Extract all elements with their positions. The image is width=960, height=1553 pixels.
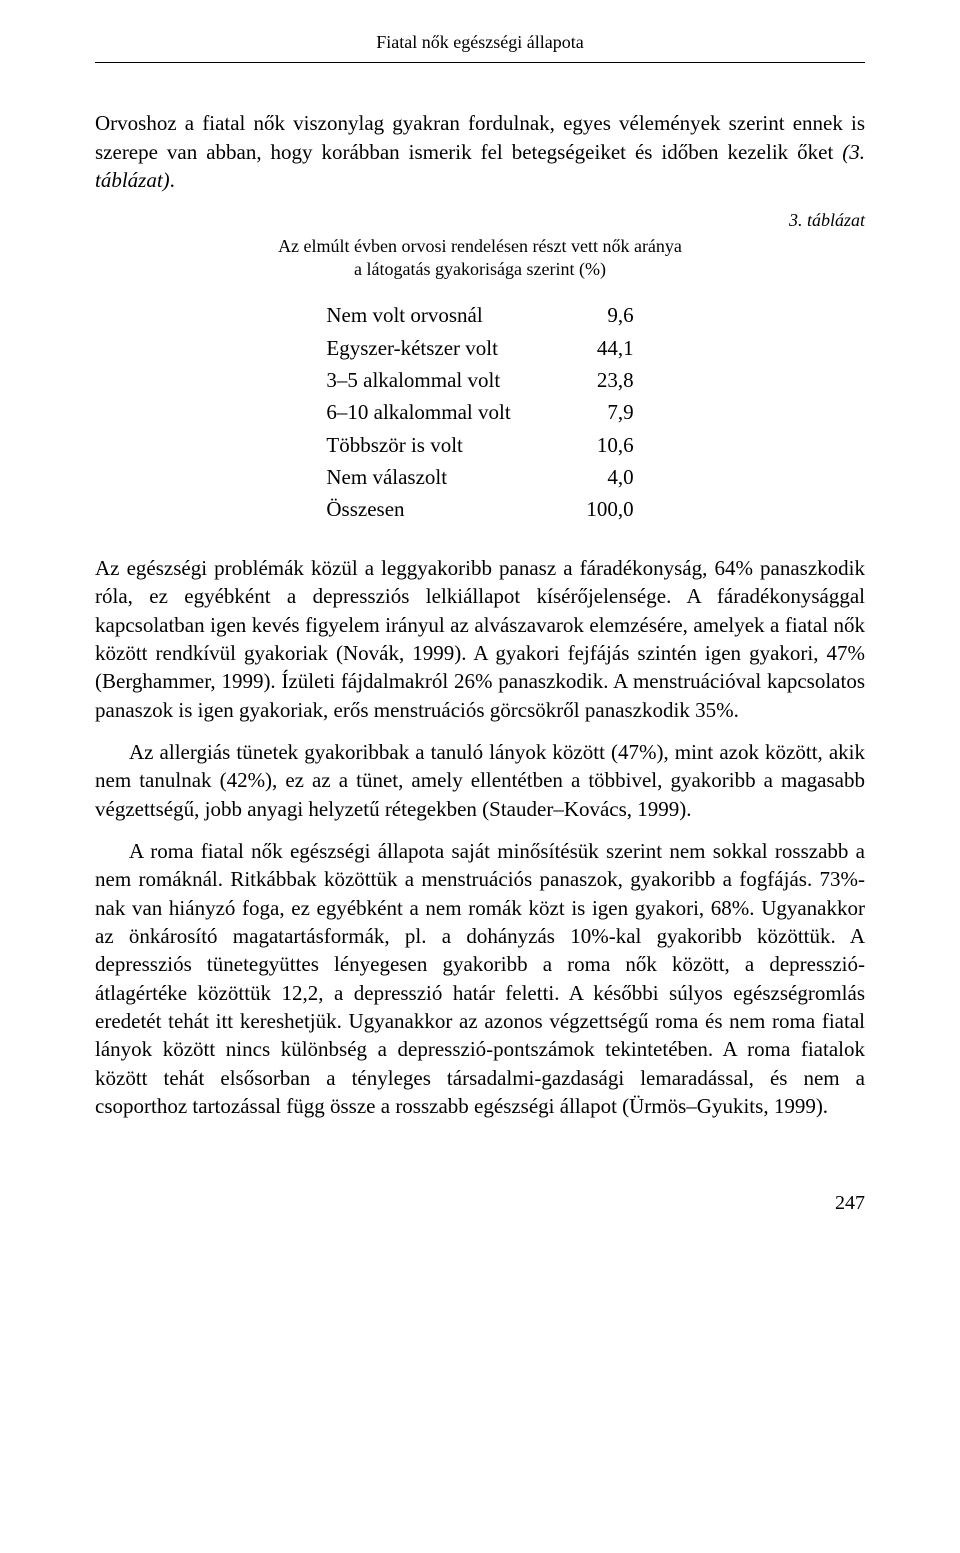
table-row: 3–5 alkalommal volt 23,8 [314, 364, 645, 396]
header-rule [95, 62, 865, 63]
cell-label: 3–5 alkalommal volt [314, 364, 574, 396]
table-number-label: 3. táblázat [95, 208, 865, 232]
cell-value: 9,6 [574, 299, 645, 331]
running-header: Fiatal nők egészségi állapota [95, 30, 865, 54]
table-caption: 3. táblázat Az elmúlt évben orvosi rende… [95, 208, 865, 281]
table-row: Többször is volt 10,6 [314, 429, 645, 461]
table-subtitle-line1: Az elmúlt évben orvosi rendelésen részt … [95, 235, 865, 258]
cell-label: Többször is volt [314, 429, 574, 461]
cell-value: 23,8 [574, 364, 645, 396]
table-row: Összesen 100,0 [314, 493, 645, 525]
cell-label: Nem válaszolt [314, 461, 574, 493]
cell-value: 44,1 [574, 332, 645, 364]
cell-value: 10,6 [574, 429, 645, 461]
page-number: 247 [95, 1190, 865, 1217]
doctor-visits-table: Nem volt orvosnál 9,6 Egyszer-kétszer vo… [314, 299, 645, 525]
cell-value: 100,0 [574, 493, 645, 525]
intro-paragraph: Orvoshoz a fiatal nők viszonylag gyakran… [95, 109, 865, 194]
table-subtitle-line2: a látogatás gyakorisága szerint (%) [95, 258, 865, 281]
table-row: Nem volt orvosnál 9,6 [314, 299, 645, 331]
cell-value: 7,9 [574, 396, 645, 428]
cell-label: 6–10 alkalommal volt [314, 396, 574, 428]
body-paragraph-1: Az egészségi problémák közül a leggyakor… [95, 554, 865, 724]
table-body: Nem volt orvosnál 9,6 Egyszer-kétszer vo… [314, 299, 645, 525]
cell-label: Egyszer-kétszer volt [314, 332, 574, 364]
text-run: Orvoshoz a fiatal nők viszonylag gyakran… [95, 111, 865, 163]
cell-value: 4,0 [574, 461, 645, 493]
table-row: Nem válaszolt 4,0 [314, 461, 645, 493]
table-row: 6–10 alkalommal volt 7,9 [314, 396, 645, 428]
body-paragraph-2: Az allergiás tünetek gyakoribbak a tanul… [95, 738, 865, 823]
table-row: Egyszer-kétszer volt 44,1 [314, 332, 645, 364]
cell-label: Nem volt orvosnál [314, 299, 574, 331]
text-run: . [170, 168, 175, 192]
cell-label: Összesen [314, 493, 574, 525]
body-paragraph-3: A roma fiatal nők egészségi állapota saj… [95, 837, 865, 1120]
